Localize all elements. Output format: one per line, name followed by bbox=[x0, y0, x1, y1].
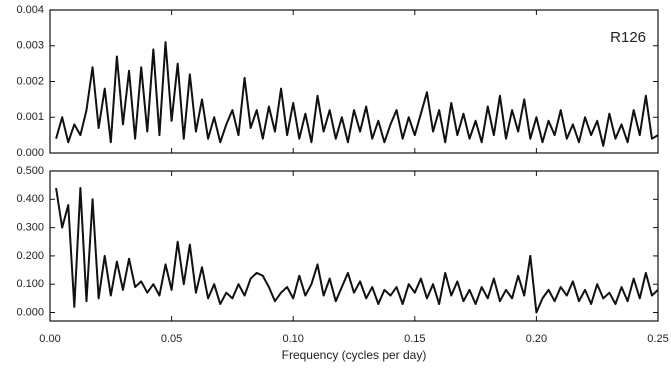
y-tick-label: 0.000 bbox=[16, 147, 44, 159]
plot-frame bbox=[49, 9, 659, 154]
x-tick-label: 0.25 bbox=[647, 333, 668, 345]
y-tick-label: 0.001 bbox=[16, 111, 44, 123]
x-tick-label: 0.10 bbox=[282, 333, 303, 345]
y-tick-label: 0.400 bbox=[16, 193, 44, 205]
y-tick-label: 0.000 bbox=[16, 306, 44, 318]
y-tick-label: 0.003 bbox=[16, 40, 44, 52]
y-tick-label: 0.200 bbox=[16, 250, 44, 262]
x-axis-label: Frequency (cycles per day) bbox=[282, 348, 427, 362]
plot-frame bbox=[49, 170, 659, 322]
x-tick-label: 0.05 bbox=[161, 333, 182, 345]
y-tick-label: 0.300 bbox=[16, 222, 44, 234]
x-tick-label: 0.20 bbox=[526, 333, 547, 345]
y-tick-label: 0.100 bbox=[16, 278, 44, 290]
panel-label: R126 bbox=[610, 29, 646, 46]
y-tick-label: 0.500 bbox=[16, 165, 44, 177]
spectrum-line bbox=[55, 186, 659, 314]
y-tick-label: 0.004 bbox=[16, 4, 44, 16]
y-tick-label: 0.002 bbox=[16, 75, 44, 87]
x-tick-label: 0.00 bbox=[39, 333, 60, 345]
spectrum-line bbox=[55, 41, 659, 147]
x-tick-label: 0.15 bbox=[404, 333, 425, 345]
